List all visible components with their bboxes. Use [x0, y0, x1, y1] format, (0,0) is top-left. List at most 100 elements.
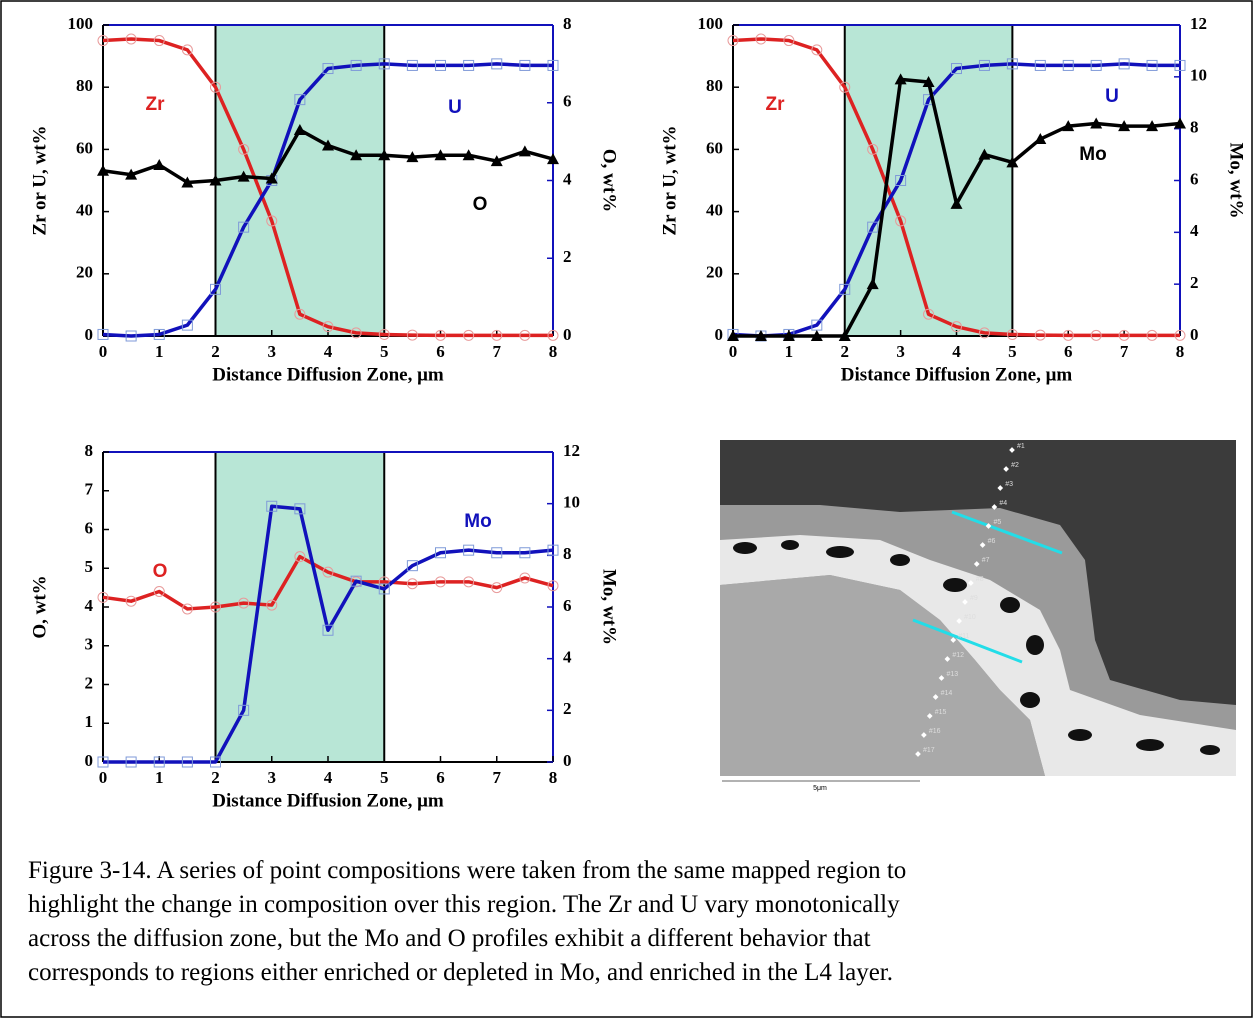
x-tick-label: 8: [1176, 342, 1185, 361]
marker: [181, 603, 193, 615]
y2-tick-label: 6: [1190, 169, 1199, 188]
x-tick-label: 5: [380, 768, 389, 787]
marker: [294, 551, 306, 563]
y2-tick-label: 4: [563, 648, 572, 667]
analysis-point: [985, 523, 992, 529]
y2-tick-label: 12: [1190, 14, 1207, 33]
marker: [294, 94, 306, 106]
y-tick-label: 40: [76, 201, 93, 220]
x-tick-label: 4: [324, 342, 333, 361]
marker: [181, 176, 194, 188]
sem-pores: [733, 540, 1220, 755]
x-tick-label: 7: [493, 342, 502, 361]
point-label: #12: [952, 652, 964, 659]
point-label: #4: [999, 500, 1007, 507]
marker: [923, 308, 935, 320]
scale-label: 5μm: [813, 785, 827, 792]
series-label: Mo: [1079, 144, 1106, 165]
marker: [895, 175, 907, 186]
caption-line: across the diffusion zone, but the Mo an…: [28, 925, 871, 952]
point-label: #1: [1017, 443, 1025, 450]
series-line: [103, 504, 554, 764]
marker: [435, 576, 446, 588]
marker: [755, 33, 767, 45]
x-tick-label: 6: [436, 342, 445, 361]
marker: [1090, 117, 1103, 129]
marker: [978, 327, 990, 339]
analysis-point: [921, 732, 927, 738]
y-tick-label: 100: [68, 14, 94, 33]
y-tick-label: 0: [715, 325, 724, 344]
x-tick-label: 6: [436, 768, 445, 787]
point-label: #8: [976, 576, 984, 583]
y-axis-title: O, wt%: [29, 575, 50, 638]
marker: [518, 145, 531, 157]
marker: [1174, 117, 1186, 129]
marker: [238, 597, 250, 609]
marker: [922, 76, 935, 88]
marker: [1006, 156, 1019, 168]
x-tick-label: 2: [211, 342, 220, 361]
marker: [435, 329, 446, 341]
point-label: #2: [1011, 462, 1019, 469]
y-tick-label: 7: [85, 480, 94, 499]
x-tick-label: 4: [324, 768, 333, 787]
y2-tick-label: 8: [563, 544, 572, 563]
marker: [97, 591, 109, 603]
y2-axis-title: O, wt%: [599, 149, 620, 212]
marker: [1118, 58, 1130, 70]
y2-tick-label: 12: [563, 441, 580, 460]
marker: [462, 149, 475, 161]
series-line: [102, 62, 553, 338]
marker: [350, 59, 362, 71]
point-label: #14: [941, 690, 953, 697]
marker: [210, 283, 221, 295]
marker: [322, 321, 334, 333]
y2-tick-label: 6: [563, 92, 572, 111]
marker: [491, 58, 503, 70]
marker: [491, 582, 503, 594]
y-tick-label: 20: [706, 263, 723, 282]
marker: [238, 143, 250, 155]
pore: [1000, 597, 1020, 613]
marker: [950, 197, 963, 209]
marker: [209, 174, 222, 186]
series-line: [732, 37, 1180, 338]
series-line: [102, 37, 553, 338]
series-label: Zr: [766, 94, 786, 115]
x-tick-label: 3: [268, 342, 277, 361]
marker: [491, 329, 503, 341]
point-label: #15: [935, 709, 947, 716]
marker: [1146, 59, 1158, 71]
x-tick-label: 0: [99, 342, 108, 361]
y-tick-label: 1: [85, 712, 94, 731]
y2-tick-label: 8: [1190, 118, 1199, 137]
marker: [463, 329, 475, 341]
y-axis-title: Zr or U, wt%: [29, 125, 50, 235]
y-tick-label: 40: [706, 201, 723, 220]
x-tick-label: 2: [211, 768, 220, 787]
x-tick-label: 7: [493, 768, 502, 787]
marker: [350, 575, 362, 587]
marker: [293, 123, 306, 135]
marker: [322, 566, 334, 578]
cyan-line: [912, 618, 1023, 664]
marker: [406, 578, 418, 590]
caption-line: highlight the change in composition over…: [28, 891, 900, 918]
marker: [266, 215, 278, 227]
marker: [378, 149, 391, 161]
marker: [1062, 329, 1074, 341]
y-tick-label: 80: [76, 76, 93, 95]
point-label: #6: [988, 538, 996, 545]
marker: [783, 35, 795, 47]
pore: [890, 554, 910, 566]
x-axis-title: Distance Diffusion Zone, μm: [212, 790, 444, 811]
marker: [181, 44, 193, 56]
series-line: [732, 62, 1180, 338]
y2-tick-label: 0: [563, 325, 572, 344]
y2-tick-label: 0: [1190, 325, 1199, 344]
marker: [894, 73, 907, 85]
point-label: #13: [947, 671, 959, 678]
analysis-point: [956, 618, 962, 624]
